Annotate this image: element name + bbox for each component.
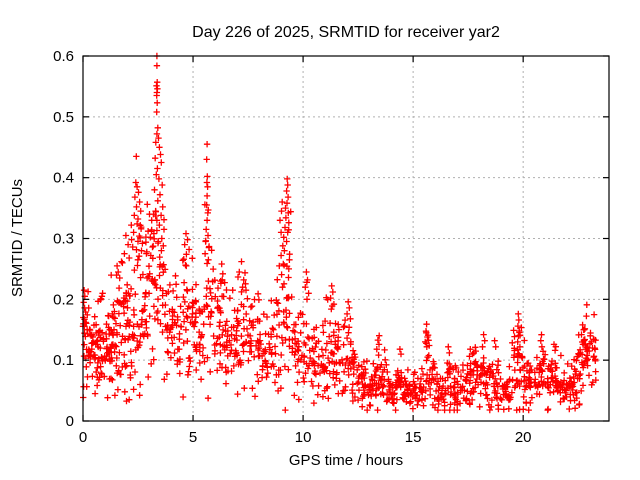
plot-frame: [82, 55, 610, 422]
y-tick-label: 0.2: [53, 291, 74, 308]
y-tick-label: 0: [66, 413, 74, 430]
x-tick-label: 5: [189, 429, 197, 446]
y-tick-label: 0.6: [53, 48, 74, 65]
y-tick-label: 0.4: [53, 170, 74, 187]
grid-lines: [83, 56, 609, 421]
x-tick-label: 15: [405, 429, 422, 446]
data-points: [79, 52, 599, 414]
chart-title: Day 226 of 2025, SRMTID for receiver yar…: [192, 24, 500, 41]
y-tick-label: 0.3: [53, 231, 74, 248]
y-axis-label: SRMTID / TECUs: [9, 179, 26, 297]
x-axis-label: GPS time / hours: [289, 452, 403, 469]
x-tick-label: 10: [295, 429, 312, 446]
y-tick-label: 0.1: [53, 352, 74, 369]
x-tick-label: 20: [515, 429, 532, 446]
tick-labels: 0 5 10 15 20 0 0.1 0.2 0.3 0.4 0.5 0.6: [53, 48, 531, 446]
scatter-plus-markers: [79, 52, 599, 414]
y-tick-label: 0.5: [53, 109, 74, 126]
x-tick-label: 0: [79, 429, 87, 446]
